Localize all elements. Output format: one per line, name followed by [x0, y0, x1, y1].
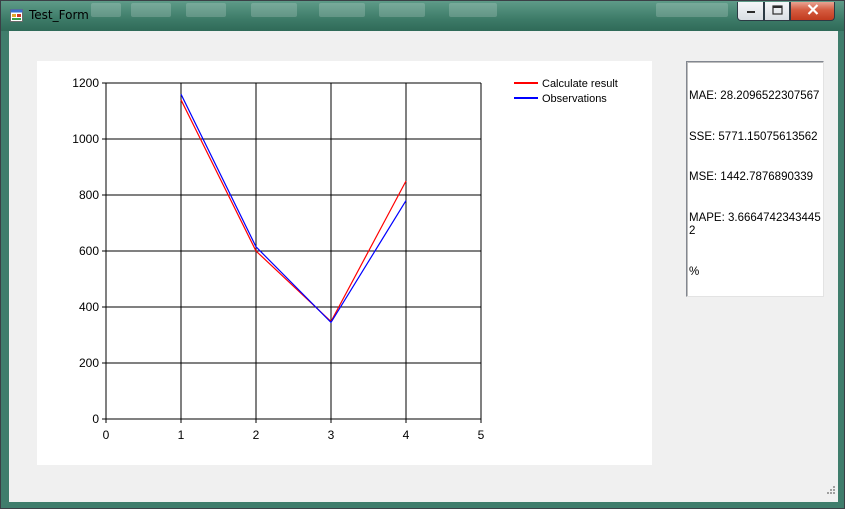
line-chart: 0 1 2 3 4 5 0 200 400 600 800 1000 1200 Calculate res… [72, 76, 618, 442]
minimize-button[interactable] [737, 2, 764, 21]
metric-mse: MSE: 1442.7876890339 [689, 171, 814, 183]
form-app-icon[interactable] [10, 9, 23, 22]
x-tick-label: 5 [478, 428, 485, 442]
close-button[interactable] [790, 2, 835, 21]
minimize-icon [746, 2, 756, 20]
resize-grip-icon[interactable] [826, 482, 836, 500]
background-blur [449, 3, 497, 17]
metric-sse: SSE: 5771.15075613562 [689, 130, 818, 143]
series-line-calculate-result [180, 99, 407, 323]
form-client-area: 0 1 2 3 4 5 0 200 400 600 800 1000 1200 Calculate res… [9, 31, 838, 502]
title-bar[interactable]: Test_Form [1, 1, 844, 31]
y-tick-label: 400 [79, 300, 99, 314]
background-blur [656, 3, 728, 17]
background-blur [186, 3, 226, 17]
background-blur [379, 3, 425, 17]
x-tick-label: 2 [253, 428, 260, 442]
metric-mape: MAPE: 3.66647423434452 [689, 211, 821, 238]
metrics-textbox[interactable]: MAE: 28.2096522307567 SSE: 5771.15075613… [686, 61, 824, 297]
y-tick-label: 200 [79, 356, 99, 370]
y-tick-label: 800 [79, 188, 99, 202]
background-blur [251, 3, 297, 17]
metric-mae: MAE: 28.2096522307567 [689, 90, 820, 102]
chart-panel: 0 1 2 3 4 5 0 200 400 600 800 1000 1200 Calculate res… [37, 61, 652, 465]
x-tick-label: 1 [178, 428, 185, 442]
x-tick-label: 0 [103, 428, 110, 442]
close-icon [807, 2, 819, 20]
background-blur [319, 3, 365, 17]
legend-label: Calculate result [542, 78, 618, 90]
y-tick-label: 1000 [72, 132, 99, 146]
series-line-observations [180, 93, 407, 324]
y-tick-label: 600 [79, 244, 99, 258]
y-tick-label: 0 [92, 412, 99, 426]
maximize-button[interactable] [764, 2, 790, 21]
window-title: Test_Form [29, 8, 89, 22]
x-tick-label: 3 [328, 428, 335, 442]
y-tick-label: 1200 [72, 76, 99, 90]
x-tick-label: 4 [403, 428, 410, 442]
maximize-icon [771, 2, 783, 20]
background-blur [131, 3, 171, 17]
legend-label: Observations [542, 93, 607, 105]
background-blur [91, 3, 121, 17]
metric-mape-unit: % [689, 265, 700, 278]
